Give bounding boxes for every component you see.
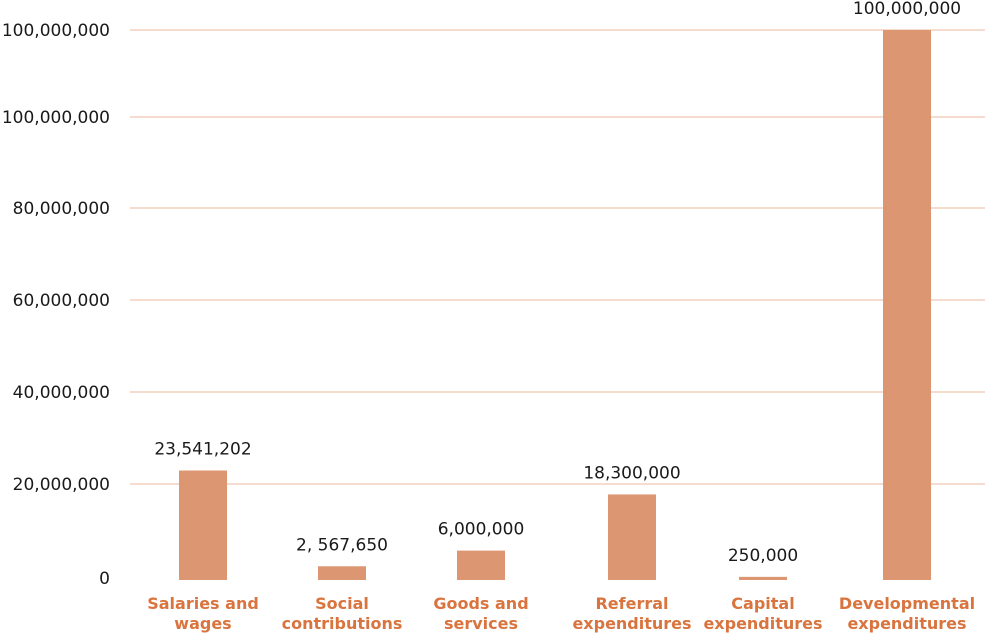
category-label: Social bbox=[315, 594, 369, 613]
data-label: 6,000,000 bbox=[438, 520, 525, 540]
category-label: Salaries and bbox=[147, 594, 259, 613]
bar[interactable] bbox=[739, 576, 787, 580]
y-tick-label: 20,000,000 bbox=[13, 475, 110, 495]
category-label: Goods and bbox=[433, 594, 528, 613]
category-label: expenditures bbox=[847, 614, 966, 633]
category-label: Referral bbox=[595, 594, 668, 613]
y-tick-label: 60,000,000 bbox=[13, 291, 110, 311]
bar[interactable] bbox=[883, 30, 931, 580]
y-tick-label: 100,000,000 bbox=[2, 108, 110, 128]
data-label: 18,300,000 bbox=[583, 463, 680, 483]
y-tick-label: 80,000,000 bbox=[13, 199, 110, 219]
category-label: wages bbox=[174, 614, 231, 633]
category-label: expenditures bbox=[703, 614, 822, 633]
category-label: services bbox=[444, 614, 518, 633]
bar[interactable] bbox=[608, 494, 656, 580]
bar[interactable] bbox=[457, 550, 505, 580]
category-label: expenditures bbox=[572, 614, 691, 633]
data-label: 100,000,000 bbox=[853, 0, 961, 19]
y-tick-label: 100,000,000 bbox=[2, 21, 110, 41]
category-label: Developmental bbox=[839, 594, 975, 613]
bar[interactable] bbox=[179, 470, 227, 580]
category-label: Capital bbox=[731, 594, 794, 613]
y-tick-label: 40,000,000 bbox=[13, 383, 110, 403]
data-label: 23,541,202 bbox=[154, 439, 251, 459]
bar[interactable] bbox=[318, 566, 366, 580]
data-label: 250,000 bbox=[728, 546, 798, 566]
y-tick-label: 0 bbox=[99, 569, 110, 589]
data-label: 2, 567,650 bbox=[296, 535, 388, 555]
category-label: contributions bbox=[282, 614, 403, 633]
